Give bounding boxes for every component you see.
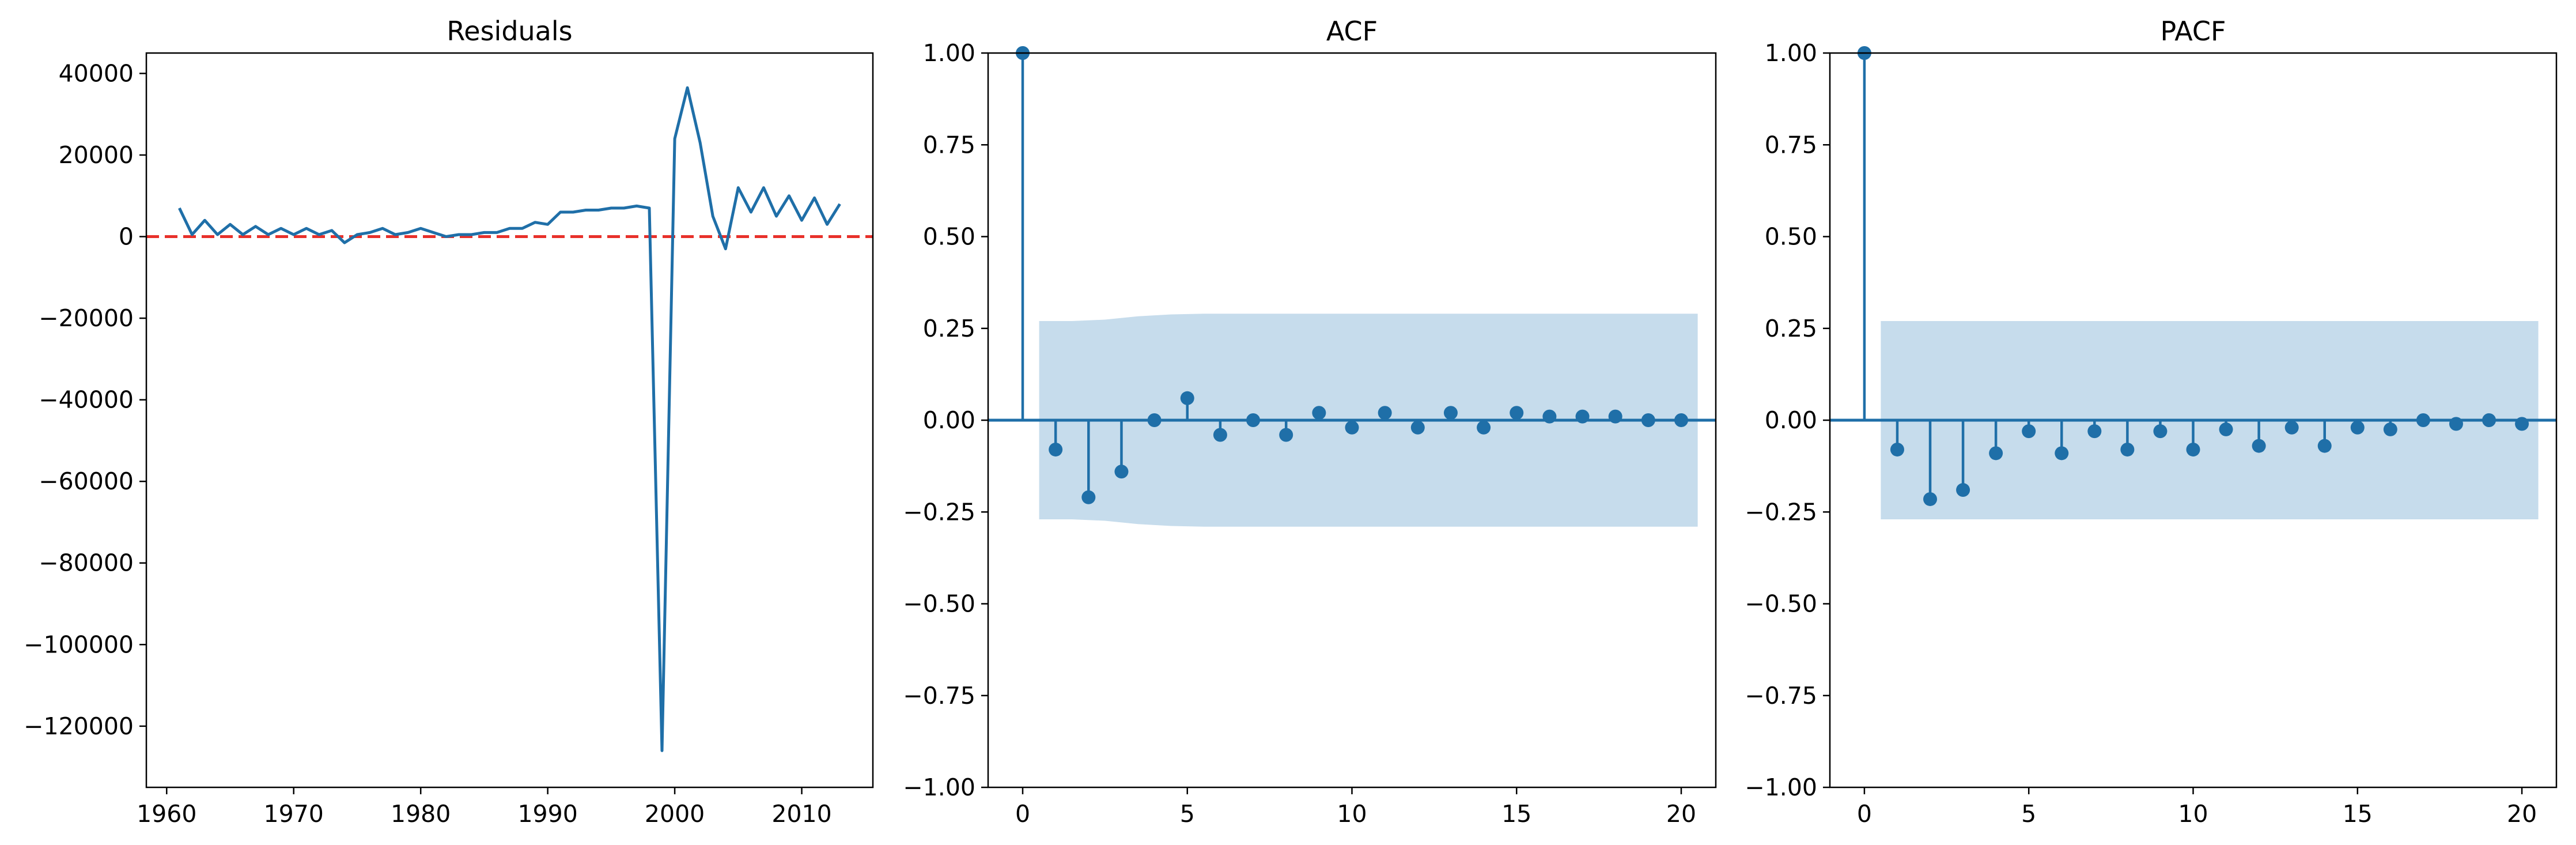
- y-tick-label: −40000: [39, 386, 134, 414]
- y-tick-label: 40000: [59, 59, 134, 87]
- x-tick-label: 10: [2178, 800, 2208, 828]
- y-tick-label: −20000: [39, 304, 134, 332]
- y-tick-label: 0.25: [923, 315, 975, 342]
- marker-lag-4: [1989, 446, 2003, 461]
- residuals-line: [178, 86, 841, 752]
- marker-lag-6: [2055, 446, 2069, 461]
- marker-lag-20: [1674, 413, 1688, 427]
- y-tick-label: 0.00: [923, 406, 975, 434]
- marker-lag-15: [2350, 420, 2365, 435]
- marker-lag-9: [2153, 424, 2168, 439]
- marker-lag-1: [1049, 442, 1063, 457]
- x-tick-label: 20: [2507, 800, 2537, 828]
- chart-acf: ACF 1.00 0.75 0.50 0.25 0.00 −0.25 −0.50 −0.75 −1…: [903, 16, 1717, 828]
- x-tick-label: 10: [1337, 800, 1367, 828]
- marker-lag-11: [1378, 406, 1392, 420]
- marker-lag-8: [1279, 428, 1293, 442]
- marker-lag-18: [1608, 409, 1622, 424]
- marker-lag-2: [1923, 492, 1938, 506]
- marker-lag-1: [1890, 442, 1904, 457]
- y-tick-label: −120000: [24, 712, 134, 740]
- y-tick-label: 0.25: [1765, 315, 1817, 342]
- x-tick-label: 2010: [771, 800, 831, 828]
- marker-lag-10: [2186, 442, 2200, 457]
- marker-lag-14: [2317, 439, 2332, 453]
- y-tick-label: −1.00: [1745, 774, 1817, 801]
- y-tick-label: −0.25: [903, 498, 975, 526]
- marker-lag-13: [1443, 406, 1458, 420]
- x-tick-label: 15: [2343, 800, 2373, 828]
- marker-lag-7: [2087, 424, 2102, 439]
- marker-lag-8: [2120, 442, 2135, 457]
- axes-frame: [1829, 52, 2558, 789]
- chart-title: Residuals: [447, 16, 572, 47]
- marker-lag-14: [1477, 420, 1491, 435]
- marker-lag-17: [2416, 413, 2430, 427]
- chart-residuals: Residuals 40000 20000 0 −20000 −40000 −60000 −8…: [24, 16, 874, 828]
- marker-lag-16: [2383, 422, 2397, 436]
- chart-pacf: PACF 1.00 0.75 0.50 0.25 0.00 −0.25 −0.50 −0.75 −…: [1745, 16, 2558, 828]
- marker-lag-3: [1956, 483, 1970, 497]
- marker-lag-7: [1246, 413, 1261, 427]
- y-tick-label: −60000: [39, 467, 134, 495]
- y-tick-label: 0.00: [1765, 406, 1817, 434]
- x-tick-label: 1960: [137, 800, 196, 828]
- y-tick-label: −100000: [24, 631, 134, 658]
- x-tick-label: 0: [1015, 800, 1030, 828]
- marker-lag-9: [1312, 406, 1326, 420]
- y-tick-label: 0: [119, 223, 134, 251]
- y-tick-label: −0.75: [903, 682, 975, 710]
- chart-title: PACF: [2160, 16, 2226, 47]
- x-tick-label: 2000: [645, 800, 705, 828]
- y-tick-label: 0.50: [1765, 223, 1817, 251]
- y-tick-label: 0.75: [923, 131, 975, 159]
- marker-lag-12: [2252, 439, 2266, 453]
- marker-lag-13: [2284, 420, 2299, 435]
- marker-lag-10: [1345, 420, 1359, 435]
- x-tick-label: 20: [1666, 800, 1696, 828]
- marker-lag-12: [1410, 420, 1425, 435]
- x-tick-label: 15: [1501, 800, 1531, 828]
- marker-lag-5: [2022, 424, 2036, 439]
- axes-frame: [987, 52, 1717, 789]
- y-tick-label: 1.00: [923, 39, 975, 67]
- marker-lag-18: [2449, 417, 2463, 431]
- marker-lag-2: [1081, 490, 1096, 504]
- marker-lag-6: [1213, 428, 1227, 442]
- x-tick-label: 1980: [391, 800, 451, 828]
- marker-lag-5: [1180, 391, 1194, 405]
- y-tick-label: 20000: [59, 141, 134, 169]
- chart-title: ACF: [1326, 16, 1378, 47]
- axes-frame: [145, 52, 874, 789]
- x-tick-label: 5: [1180, 800, 1195, 828]
- x-tick-label: 0: [1857, 800, 1872, 828]
- y-tick-label: −0.75: [1745, 682, 1817, 710]
- marker-lag-11: [2219, 422, 2233, 436]
- x-tick-label: 1990: [517, 800, 577, 828]
- x-tick-label: 5: [2021, 800, 2036, 828]
- y-tick-label: 0.75: [1765, 131, 1817, 159]
- y-tick-label: 1.00: [1765, 39, 1817, 67]
- y-tick-label: 0.50: [923, 223, 975, 251]
- marker-lag-16: [1542, 409, 1557, 424]
- marker-lag-17: [1575, 409, 1590, 424]
- marker-lag-4: [1147, 413, 1162, 427]
- marker-lag-19: [2482, 413, 2496, 427]
- marker-lag-20: [2515, 417, 2529, 431]
- x-tick-label: 1970: [264, 800, 324, 828]
- y-tick-label: −0.50: [1745, 590, 1817, 618]
- marker-lag-3: [1114, 465, 1129, 479]
- y-tick-label: −0.50: [903, 590, 975, 618]
- y-tick-label: −0.25: [1745, 498, 1817, 526]
- marker-lag-15: [1510, 406, 1524, 420]
- marker-lag-19: [1641, 413, 1655, 427]
- y-tick-label: −1.00: [903, 774, 975, 801]
- y-tick-label: −80000: [39, 549, 134, 577]
